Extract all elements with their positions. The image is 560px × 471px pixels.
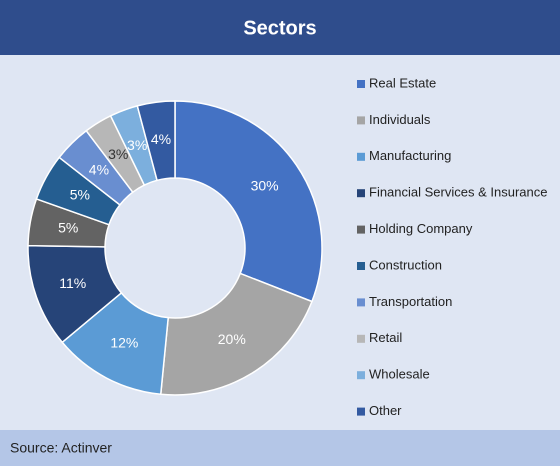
legend-swatch: [357, 298, 365, 307]
legend-label: Financial Services & Insurance: [369, 185, 547, 200]
legend-label: Individuals: [369, 112, 431, 127]
legend-swatch: [357, 371, 365, 380]
legend-swatch: [357, 334, 365, 343]
legend-swatch: [357, 262, 365, 270]
data-label: 4%: [89, 161, 109, 177]
legend-label: Retail: [369, 330, 402, 345]
legend-swatch: [357, 80, 365, 88]
data-label: 12%: [110, 335, 138, 351]
data-label: 5%: [58, 219, 78, 235]
legend-label: Wholesale: [369, 367, 430, 382]
title-bar: [0, 0, 560, 55]
source: Source: Actinver: [10, 440, 112, 456]
legend-swatch: [357, 407, 365, 416]
chart-title: Sectors: [243, 17, 316, 39]
legend-label: Transportation: [369, 294, 452, 309]
data-label: 4%: [151, 131, 171, 147]
legend-label: Real Estate: [369, 75, 436, 90]
donut-slice: [136, 100, 176, 182]
legend-label: Construction: [369, 257, 442, 272]
data-label: 11%: [59, 275, 86, 291]
data-label: 3%: [108, 146, 128, 162]
legend-label: Other: [369, 403, 402, 418]
legend-swatch: [357, 189, 365, 198]
data-label: 3%: [127, 137, 147, 153]
legend-label: Manufacturing: [369, 148, 451, 163]
legend-swatch: [357, 116, 365, 125]
legend-swatch: [357, 225, 365, 234]
donut-slice: [174, 100, 323, 303]
footer-bar: [0, 430, 560, 466]
data-label: 20%: [218, 331, 246, 347]
data-label: 5%: [70, 186, 90, 202]
legend-label: Holding Company: [369, 221, 473, 236]
data-label: 30%: [251, 178, 279, 194]
legend-swatch: [357, 152, 365, 161]
donut-slice: [159, 272, 313, 396]
